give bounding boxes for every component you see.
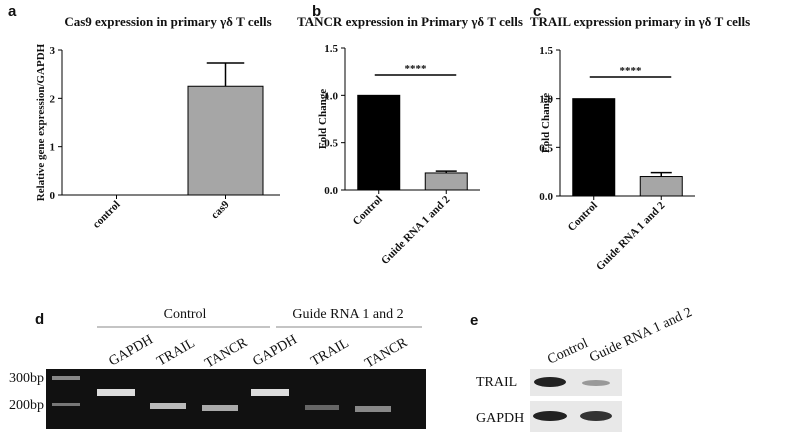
bar (424, 172, 468, 191)
x-tick-label: Guide RNA 1 and 2 (594, 199, 668, 273)
panel-letter: c (533, 3, 541, 20)
y-tick-label: 1.0 (539, 94, 553, 106)
y-tick-label: 0.0 (324, 185, 338, 197)
gel-image (46, 369, 426, 429)
lane-label: Guide RNA 1 and 2 (587, 305, 694, 366)
y-tick-label: 0.5 (324, 138, 338, 150)
bar (572, 98, 616, 197)
y-tick-label: 0.0 (539, 191, 553, 203)
annotation: **** (620, 65, 643, 77)
error-bar (435, 170, 457, 173)
x-tick-label: control (91, 199, 123, 231)
marker-label: 300bp (9, 371, 44, 386)
y-tick-label: 1.5 (324, 43, 338, 55)
lane-label: GAPDH (107, 332, 156, 369)
y-tick-label: 1.5 (539, 45, 553, 57)
y-tick-label: 0.5 (539, 142, 553, 154)
bar (639, 176, 683, 197)
group-label: Guide RNA 1 and 2 (292, 307, 403, 322)
bar (187, 85, 264, 196)
lane-label: TRAIL (155, 336, 198, 370)
y-tick-label: 1.0 (324, 90, 338, 102)
error-bar (206, 62, 245, 87)
panel-letter: a (8, 3, 17, 20)
x-tick-label: Guide RNA 1 and 2 (379, 193, 453, 267)
chart-title: TANCR expression in Primary γδ T cells (297, 14, 523, 29)
y-tick-label: 2 (50, 93, 56, 105)
blot-image (530, 369, 622, 432)
lane-label: TRAIL (309, 336, 352, 370)
x-tick-label: Control (566, 200, 600, 234)
y-tick-label: 1 (50, 142, 56, 154)
panel-letter: e (470, 312, 478, 329)
y-axis-label: Fold Change (540, 93, 552, 153)
x-tick-label: cas9 (209, 198, 232, 221)
annotation: **** (405, 63, 428, 75)
bar (357, 94, 401, 191)
lane-label: TANCR (203, 335, 251, 371)
y-tick-label: 0 (50, 190, 56, 202)
row-label: GAPDH (476, 411, 524, 426)
panel-letter: d (35, 311, 44, 328)
y-axis-label: Relative gene expression/GAPDH (35, 43, 47, 201)
y-tick-label: 3 (50, 45, 56, 57)
row-label: TRAIL (476, 375, 517, 390)
group-label: Control (164, 307, 207, 322)
x-tick-label: Control (351, 194, 385, 228)
lane-label: GAPDH (251, 332, 300, 369)
chart-title: TRAIL expression primary in γδ T cells (530, 14, 750, 29)
lane-label: TANCR (363, 335, 411, 371)
error-bar (650, 171, 672, 177)
panel-letter: b (312, 3, 321, 20)
marker-label: 200bp (9, 398, 44, 413)
chart-title: Cas9 expression in primary γδ T cells (64, 14, 271, 29)
y-axis-label: Fold Change (317, 89, 329, 149)
lane-label: Control (545, 336, 590, 368)
